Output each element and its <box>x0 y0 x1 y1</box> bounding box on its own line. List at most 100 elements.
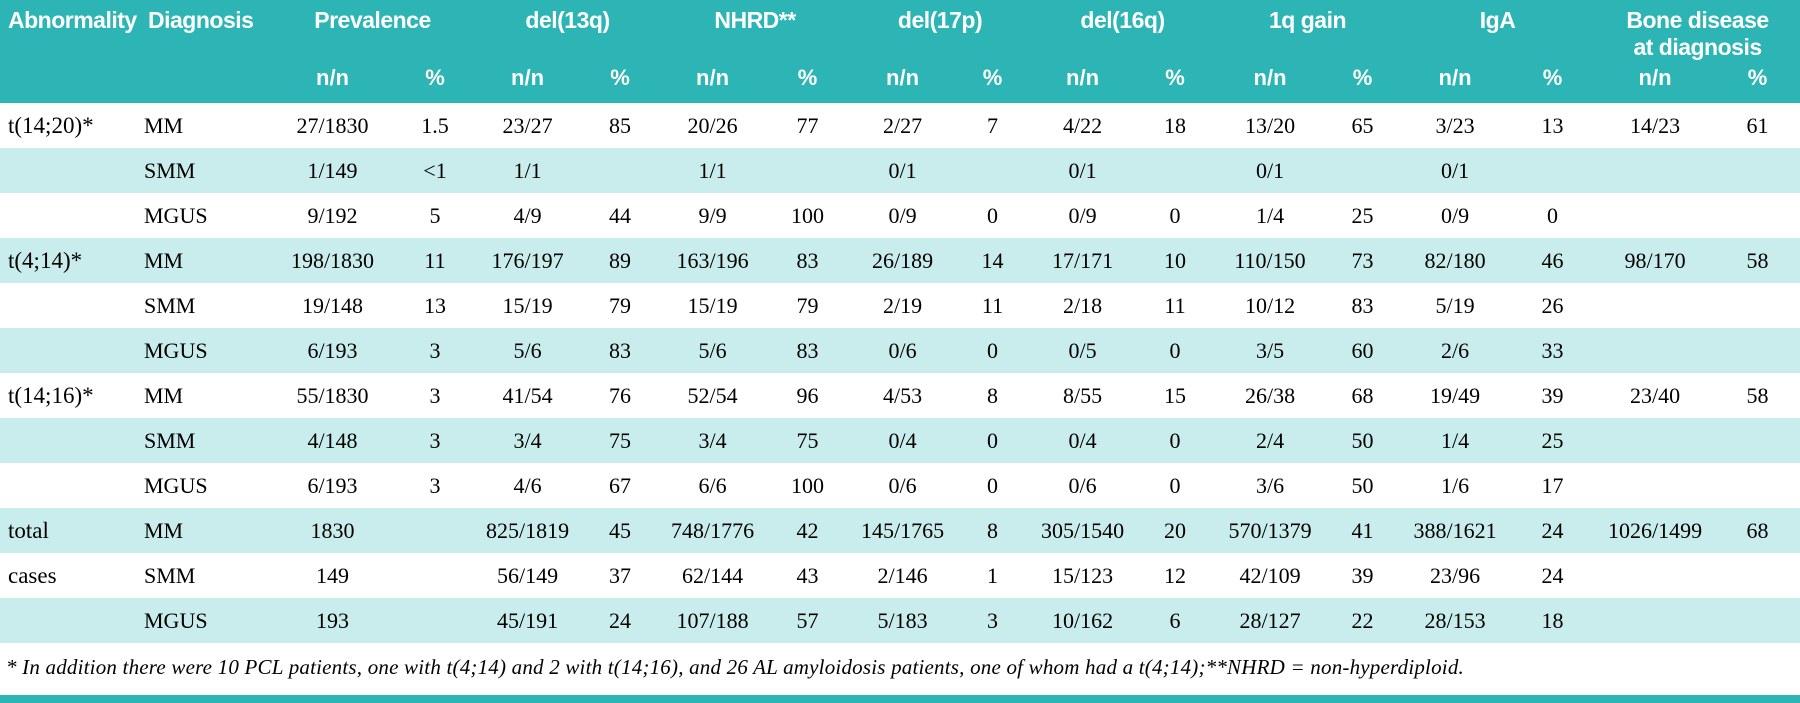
value-cell: 0 <box>987 202 999 228</box>
value-cell: 5/6 <box>513 337 542 363</box>
value-cell: 0/4 <box>1068 427 1097 453</box>
subheader-pct-del16q: % <box>1135 63 1216 103</box>
value-cell <box>395 598 475 643</box>
value-cell: 0 <box>1547 202 1559 228</box>
value-cell: 1/4 <box>1440 427 1470 453</box>
value-cell: 0/1 <box>1255 157 1285 183</box>
value-cell: 198/1830 <box>290 247 375 273</box>
value-cell: 2/27 <box>882 112 923 138</box>
value-cell <box>1595 553 1715 598</box>
value-cell: 18 <box>1164 112 1187 138</box>
value-cell: 1/1 <box>513 157 542 183</box>
value-cell: 23/27 <box>502 112 553 138</box>
value-cell: 1026/1499 <box>1607 517 1703 543</box>
abnormality-cell: t(4;14)* <box>8 247 83 273</box>
table-row: t(14;16)* MM 55/1830 3 41/54 76 52/54 96 4/53 8 8/… <box>0 373 1800 418</box>
value-cell: 15/19 <box>502 292 553 318</box>
value-cell: 58 <box>1746 247 1769 273</box>
value-cell: 39 <box>1541 382 1564 408</box>
value-cell: 0 <box>1169 202 1181 228</box>
value-cell <box>1595 598 1715 643</box>
value-cell <box>580 148 660 193</box>
subheader-nn-nhrd: n/n <box>660 63 766 103</box>
value-cell: 110/150 <box>1234 247 1306 273</box>
value-cell: 98/170 <box>1624 247 1686 273</box>
subheader-row: n/n % n/n % n/n % n/n % n/n % n/n % n/n … <box>0 63 1800 103</box>
value-cell: 5/183 <box>877 607 928 633</box>
abnormality-cell <box>0 328 140 373</box>
value-cell: 13 <box>1541 112 1564 138</box>
value-cell <box>1715 598 1800 643</box>
value-cell: 163/196 <box>676 247 749 273</box>
value-cell: 27/1830 <box>296 112 369 138</box>
value-cell: 25 <box>1351 202 1374 228</box>
table-row: t(4;14)* MM 198/1830 11 176/197 89 163/196 83 26… <box>0 238 1800 283</box>
value-cell: 5 <box>429 202 441 228</box>
subheader-pct-iga: % <box>1510 63 1596 103</box>
value-cell: 4/53 <box>882 382 923 408</box>
value-cell: 55/1830 <box>296 382 369 408</box>
value-cell: 0/9 <box>1068 202 1097 228</box>
value-cell: 8 <box>987 517 999 543</box>
column-header-del17p: del(17p) <box>850 0 1031 63</box>
value-cell: 0/9 <box>1440 202 1470 228</box>
diagnosis-cell: MGUS <box>144 337 208 363</box>
diagnosis-cell: SMM <box>144 427 196 453</box>
value-cell: 83 <box>796 337 819 363</box>
value-cell: 4/148 <box>307 427 358 453</box>
value-cell <box>1715 418 1800 463</box>
value-cell: 57 <box>796 607 819 633</box>
value-cell: 17/171 <box>1051 247 1114 273</box>
value-cell: 0/6 <box>888 472 917 498</box>
bottom-rule <box>0 695 1800 703</box>
value-cell: 43 <box>796 562 819 588</box>
value-cell: 14/23 <box>1629 112 1681 138</box>
value-cell <box>1510 148 1595 193</box>
value-cell <box>1595 283 1715 328</box>
value-cell <box>1595 463 1715 508</box>
value-cell: 83 <box>609 337 632 363</box>
value-cell <box>1595 418 1715 463</box>
value-cell: 83 <box>796 247 819 273</box>
value-cell: 0/1 <box>1068 157 1097 183</box>
column-header-del16q: del(16q) <box>1030 0 1216 63</box>
table-row: SMM 19/148 13 15/19 79 15/19 79 2/19 11 2/18 11 10/… <box>0 283 1800 328</box>
value-cell: 0 <box>987 472 999 498</box>
column-header-iga: IgA <box>1400 0 1596 63</box>
value-cell: 73 <box>1351 247 1374 273</box>
value-cell: 145/1765 <box>860 517 945 543</box>
value-cell: 96 <box>796 382 819 408</box>
bone-disease-header-line1: Bone disease <box>1626 7 1769 33</box>
column-header-bone-disease: Bone disease at diagnosis <box>1595 0 1800 63</box>
value-cell: 0/1 <box>888 157 917 183</box>
abnormality-cell <box>0 418 140 463</box>
value-cell: 1/6 <box>1440 472 1470 498</box>
table-row: MGUS 193 45/191 24 107/188 57 5/183 3 10/162 6 28/… <box>0 598 1800 643</box>
diagnosis-cell: MM <box>144 112 184 138</box>
value-cell <box>1325 148 1400 193</box>
value-cell: 2/146 <box>877 562 928 588</box>
subheader-pct-prevalence: % <box>395 63 476 103</box>
value-cell: 748/1776 <box>670 517 755 543</box>
diagnosis-cell: SMM <box>144 292 196 318</box>
value-cell <box>765 148 850 193</box>
value-cell: 9/9 <box>698 202 727 228</box>
value-cell: 13 <box>424 292 446 318</box>
subheader-nn-del16q: n/n <box>1030 63 1136 103</box>
value-cell: 19/148 <box>301 292 364 318</box>
value-cell <box>1595 193 1715 238</box>
value-cell: 305/1540 <box>1040 517 1125 543</box>
value-cell <box>1715 553 1800 598</box>
value-cell: 42 <box>796 517 819 543</box>
value-cell <box>1715 283 1800 328</box>
subheader-nn-del13q: n/n <box>475 63 581 103</box>
value-cell <box>955 148 1030 193</box>
value-cell: 42/109 <box>1239 562 1301 588</box>
subheader-pct-1q-gain: % <box>1325 63 1401 103</box>
value-cell: 5/19 <box>1435 292 1475 318</box>
diagnosis-cell: MGUS <box>144 472 208 498</box>
value-cell: 12 <box>1164 562 1187 588</box>
value-cell: 570/1379 <box>1228 517 1312 543</box>
value-cell: 62/144 <box>681 562 744 588</box>
value-cell: 23/96 <box>1429 562 1481 588</box>
